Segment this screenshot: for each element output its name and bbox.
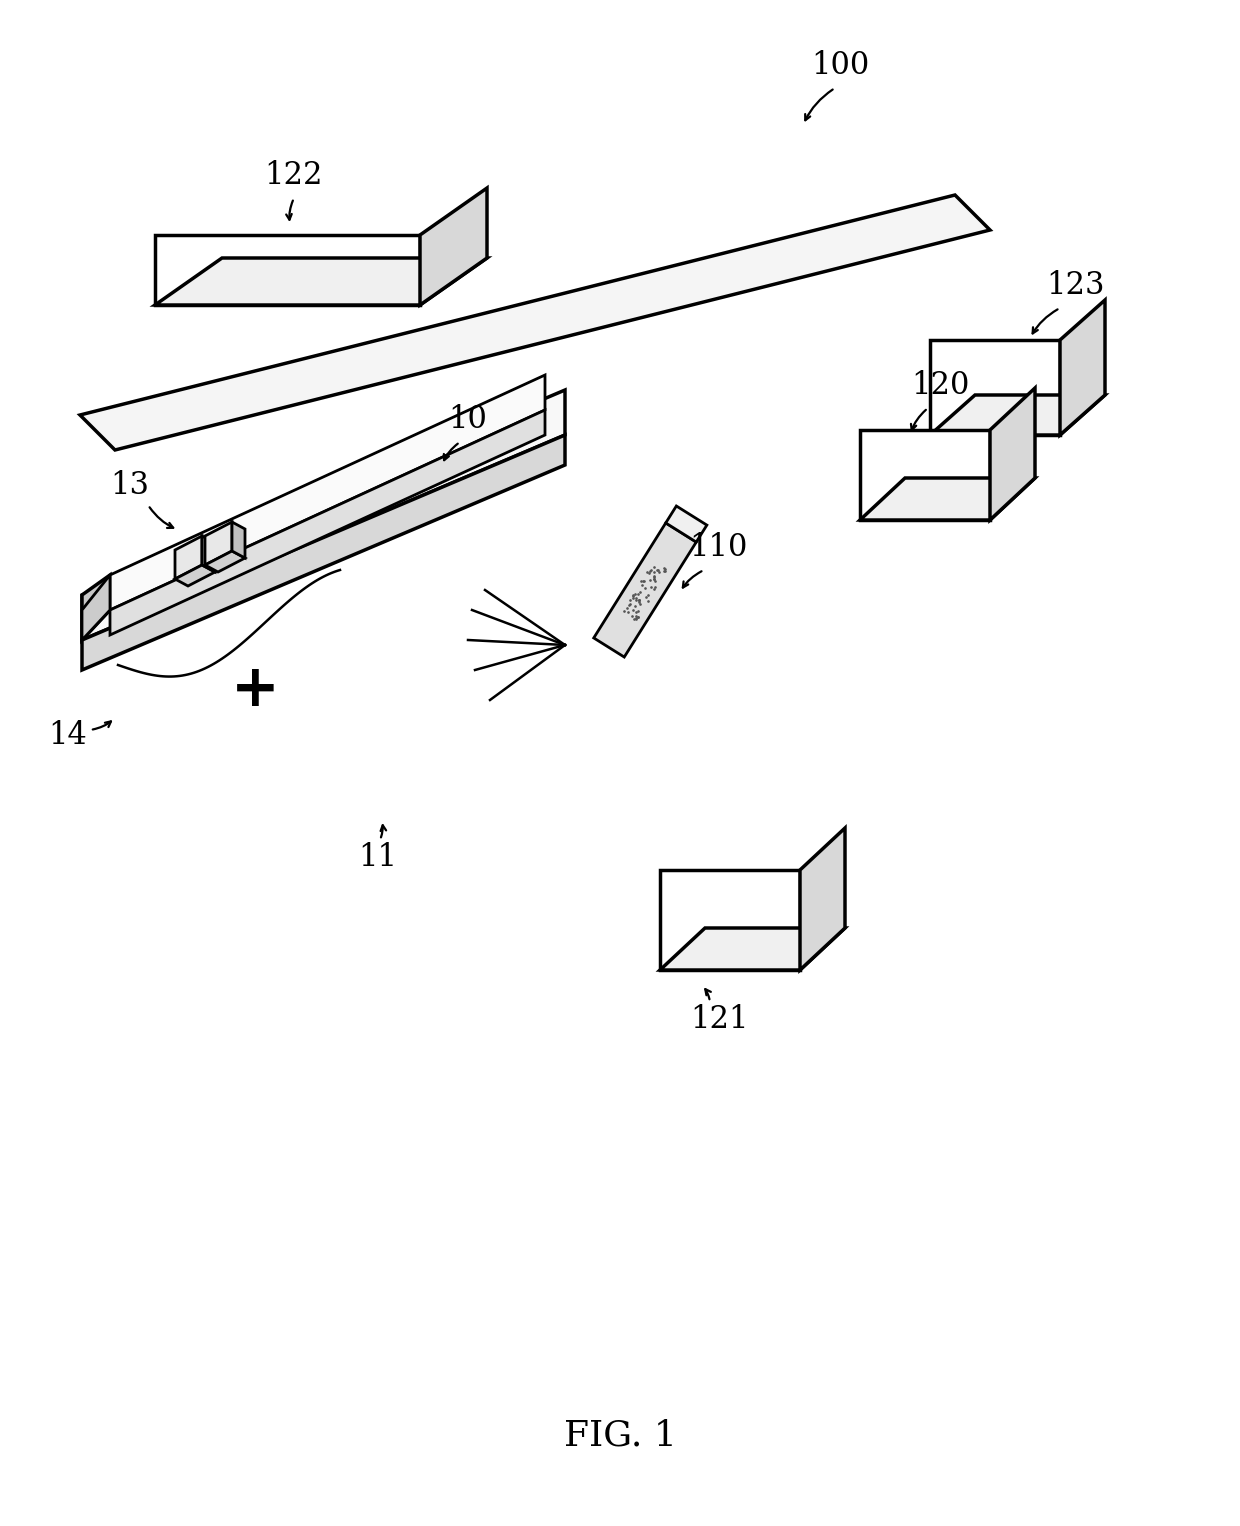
Polygon shape <box>82 435 565 670</box>
Polygon shape <box>205 522 232 565</box>
Text: 14: 14 <box>48 719 87 751</box>
Text: 110: 110 <box>688 533 748 563</box>
Text: 123: 123 <box>1045 270 1105 301</box>
Text: 121: 121 <box>691 1004 749 1036</box>
Polygon shape <box>660 870 800 971</box>
Polygon shape <box>155 258 487 305</box>
Polygon shape <box>155 235 420 305</box>
Polygon shape <box>81 195 990 450</box>
Text: 120: 120 <box>911 369 970 400</box>
Polygon shape <box>861 430 990 520</box>
Text: +: + <box>231 661 279 719</box>
Polygon shape <box>930 395 1105 435</box>
Polygon shape <box>232 522 246 559</box>
Polygon shape <box>1060 301 1105 435</box>
Polygon shape <box>420 188 487 305</box>
Polygon shape <box>205 551 246 572</box>
Text: 100: 100 <box>811 49 869 81</box>
Polygon shape <box>990 388 1035 520</box>
Polygon shape <box>202 536 215 572</box>
Polygon shape <box>82 575 110 639</box>
Text: 10: 10 <box>449 404 487 435</box>
Polygon shape <box>175 536 202 578</box>
Polygon shape <box>594 523 696 658</box>
Text: 11: 11 <box>358 842 398 873</box>
Polygon shape <box>82 575 110 639</box>
Text: FIG. 1: FIG. 1 <box>563 1418 677 1453</box>
Polygon shape <box>861 478 1035 520</box>
Polygon shape <box>82 391 565 639</box>
Polygon shape <box>175 565 215 586</box>
Text: 122: 122 <box>265 160 324 191</box>
Polygon shape <box>110 375 546 610</box>
Polygon shape <box>660 928 844 971</box>
Polygon shape <box>930 340 1060 435</box>
Polygon shape <box>800 829 844 971</box>
Polygon shape <box>110 410 546 635</box>
Polygon shape <box>666 507 707 542</box>
Text: 13: 13 <box>110 470 150 501</box>
